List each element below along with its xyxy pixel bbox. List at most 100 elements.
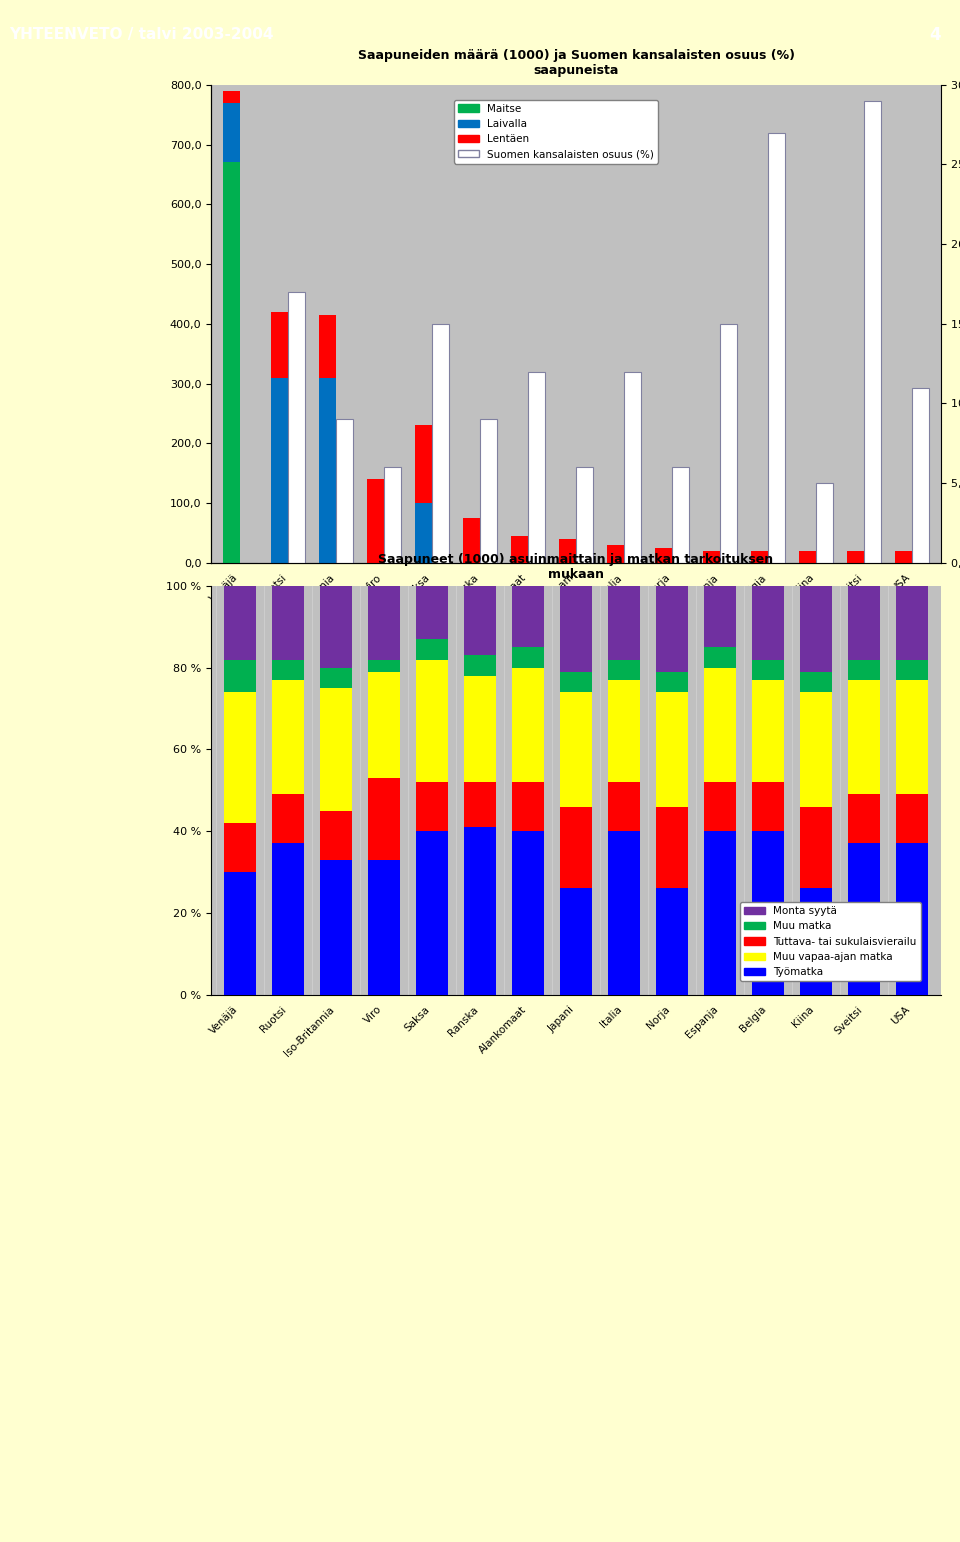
Bar	[607, 544, 624, 563]
Bar	[465, 782, 495, 827]
Bar	[816, 483, 832, 563]
Bar	[417, 831, 447, 995]
Bar	[513, 586, 543, 648]
Bar	[463, 518, 480, 563]
Bar	[369, 672, 399, 779]
Bar	[657, 888, 687, 995]
Bar	[655, 547, 672, 563]
Bar	[849, 586, 879, 660]
Bar	[417, 660, 447, 782]
Bar	[912, 387, 928, 563]
Bar	[864, 100, 880, 563]
Bar	[751, 550, 768, 563]
Text: 4: 4	[929, 26, 941, 43]
Bar	[513, 782, 543, 831]
Bar	[561, 692, 591, 806]
Bar	[801, 806, 831, 888]
Bar	[273, 680, 303, 794]
Bar	[384, 467, 400, 563]
Bar	[897, 660, 927, 680]
Bar	[561, 888, 591, 995]
Bar	[513, 831, 543, 995]
Bar	[657, 586, 687, 672]
Bar	[465, 586, 495, 655]
Bar	[849, 660, 879, 680]
Bar	[705, 831, 735, 995]
Bar	[528, 372, 544, 563]
Bar	[561, 672, 591, 692]
Bar	[369, 779, 399, 860]
Bar	[319, 378, 336, 563]
Bar	[609, 586, 639, 660]
Bar	[465, 655, 495, 675]
Bar	[273, 586, 303, 660]
Bar	[561, 806, 591, 888]
Bar	[225, 692, 255, 823]
Bar	[561, 586, 591, 672]
Bar	[672, 467, 688, 563]
Bar	[895, 550, 912, 563]
Bar	[657, 692, 687, 806]
Bar	[336, 419, 352, 563]
Title: Saapuneiden määrä (1000) ja Suomen kansalaisten osuus (%)
saapuneista: Saapuneiden määrä (1000) ja Suomen kansa…	[357, 49, 795, 77]
Bar	[897, 586, 927, 660]
Bar	[369, 660, 399, 672]
Bar	[801, 692, 831, 806]
Bar	[432, 324, 448, 563]
Bar	[624, 372, 640, 563]
Bar	[720, 324, 736, 563]
Bar	[271, 311, 288, 378]
Bar	[609, 660, 639, 680]
Bar	[801, 672, 831, 692]
Bar	[657, 806, 687, 888]
Bar	[513, 648, 543, 668]
Bar	[847, 550, 864, 563]
Bar	[369, 860, 399, 995]
Bar	[609, 680, 639, 782]
Bar	[705, 782, 735, 831]
Bar	[753, 680, 783, 782]
Bar	[271, 378, 288, 563]
Bar	[753, 586, 783, 660]
Bar	[849, 843, 879, 995]
Bar	[321, 688, 351, 811]
Bar	[753, 831, 783, 995]
Bar	[657, 672, 687, 692]
Title: Saapuneet (1000) asuinmaittain ja matkan tarkoituksen
mukaan: Saapuneet (1000) asuinmaittain ja matkan…	[378, 552, 774, 581]
Legend: Maitse, Laivalla, Lentäen, Suomen kansalaisten osuus (%): Maitse, Laivalla, Lentäen, Suomen kansal…	[454, 100, 659, 163]
Bar	[576, 467, 592, 563]
Bar	[753, 660, 783, 680]
Bar	[465, 675, 495, 782]
Bar	[465, 827, 495, 995]
Bar	[705, 586, 735, 648]
Bar	[223, 162, 240, 563]
Bar	[897, 843, 927, 995]
Bar	[223, 91, 240, 103]
Bar	[559, 540, 576, 563]
Bar	[753, 782, 783, 831]
Bar	[321, 586, 351, 668]
Bar	[513, 668, 543, 782]
Bar	[225, 660, 255, 692]
Bar	[703, 550, 720, 563]
Bar	[801, 888, 831, 995]
Bar	[321, 811, 351, 860]
Bar	[849, 794, 879, 843]
Bar	[321, 860, 351, 995]
Bar	[367, 480, 384, 563]
Bar	[897, 794, 927, 843]
Bar	[801, 586, 831, 672]
Bar	[225, 823, 255, 873]
Text: YHTEENVETO / talvi 2003-2004: YHTEENVETO / talvi 2003-2004	[10, 28, 275, 42]
Bar	[849, 680, 879, 794]
Bar	[223, 103, 240, 162]
Bar	[480, 419, 496, 563]
Bar	[799, 550, 816, 563]
Bar	[705, 648, 735, 668]
Bar	[417, 782, 447, 831]
Bar	[705, 668, 735, 782]
Bar	[288, 291, 304, 563]
Bar	[273, 794, 303, 843]
Bar	[511, 537, 528, 563]
Bar	[273, 843, 303, 995]
